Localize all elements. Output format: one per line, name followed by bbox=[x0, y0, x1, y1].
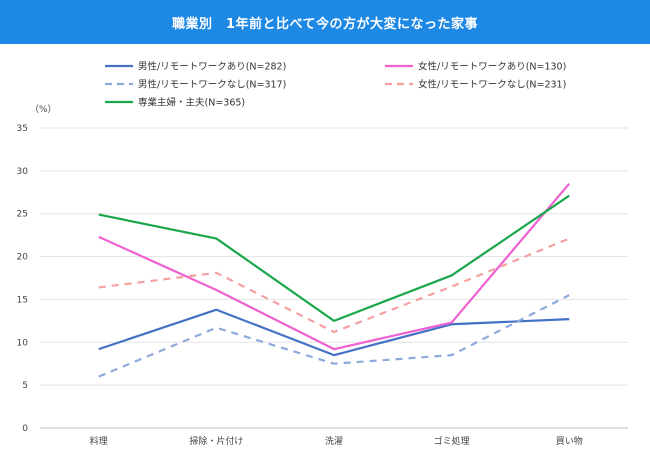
y-axis-unit-label: （%） bbox=[30, 104, 57, 115]
series-line-1 bbox=[98, 308, 570, 357]
legend-label: 男性/リモートワークなし(N=317) bbox=[138, 79, 286, 91]
x-tick-label: ゴミ処理 bbox=[434, 435, 470, 447]
y-tick-label: 25 bbox=[17, 210, 28, 220]
y-tick-label: 15 bbox=[17, 295, 28, 305]
chart-title: 職業別 1年前と比べて今の方が大変になった家事 bbox=[171, 16, 479, 32]
series-line-5 bbox=[98, 194, 570, 322]
series-line-3 bbox=[98, 294, 570, 378]
y-tick-labels: 0 5 10 15 20 25 30 35 bbox=[17, 124, 29, 434]
chart-title-bar: 職業別 1年前と比べて今の方が大変になった家事 bbox=[0, 0, 650, 44]
y-tick-label: 5 bbox=[22, 381, 28, 391]
x-tick-label: 掃除・片付け bbox=[189, 435, 243, 447]
legend-label: 専業主婦・主夫(N=365) bbox=[138, 97, 245, 109]
x-tick-label: 料理 bbox=[90, 435, 108, 447]
legend-label: 男性/リモートワークあり(N=282) bbox=[138, 61, 286, 73]
y-tick-label: 10 bbox=[17, 338, 29, 348]
legend-label: 女性/リモートワークなし(N=231) bbox=[418, 79, 566, 91]
y-tick-label: 20 bbox=[17, 253, 29, 263]
legend-label: 女性/リモートワークあり(N=130) bbox=[418, 61, 566, 73]
grid-lines bbox=[40, 127, 628, 429]
x-tick-labels: 料理 掃除・片付け 洗濯 ゴミ処理 買い物 bbox=[90, 435, 583, 447]
y-tick-label: 30 bbox=[17, 167, 29, 177]
x-tick-label: 買い物 bbox=[556, 435, 583, 447]
series-line-4 bbox=[98, 237, 570, 334]
legend: 男性/リモートワークあり(N=282) 女性/リモートワークあり(N=130) 男性… bbox=[105, 61, 566, 109]
x-tick-label: 洗濯 bbox=[325, 435, 343, 447]
series-line-2 bbox=[98, 183, 571, 351]
y-tick-label: 35 bbox=[17, 124, 28, 134]
line-chart: 男性/リモートワークあり(N=282) 女性/リモートワークあり(N=130) 男性… bbox=[17, 61, 628, 447]
y-tick-label: 0 bbox=[22, 424, 28, 434]
series-lines bbox=[98, 183, 571, 378]
